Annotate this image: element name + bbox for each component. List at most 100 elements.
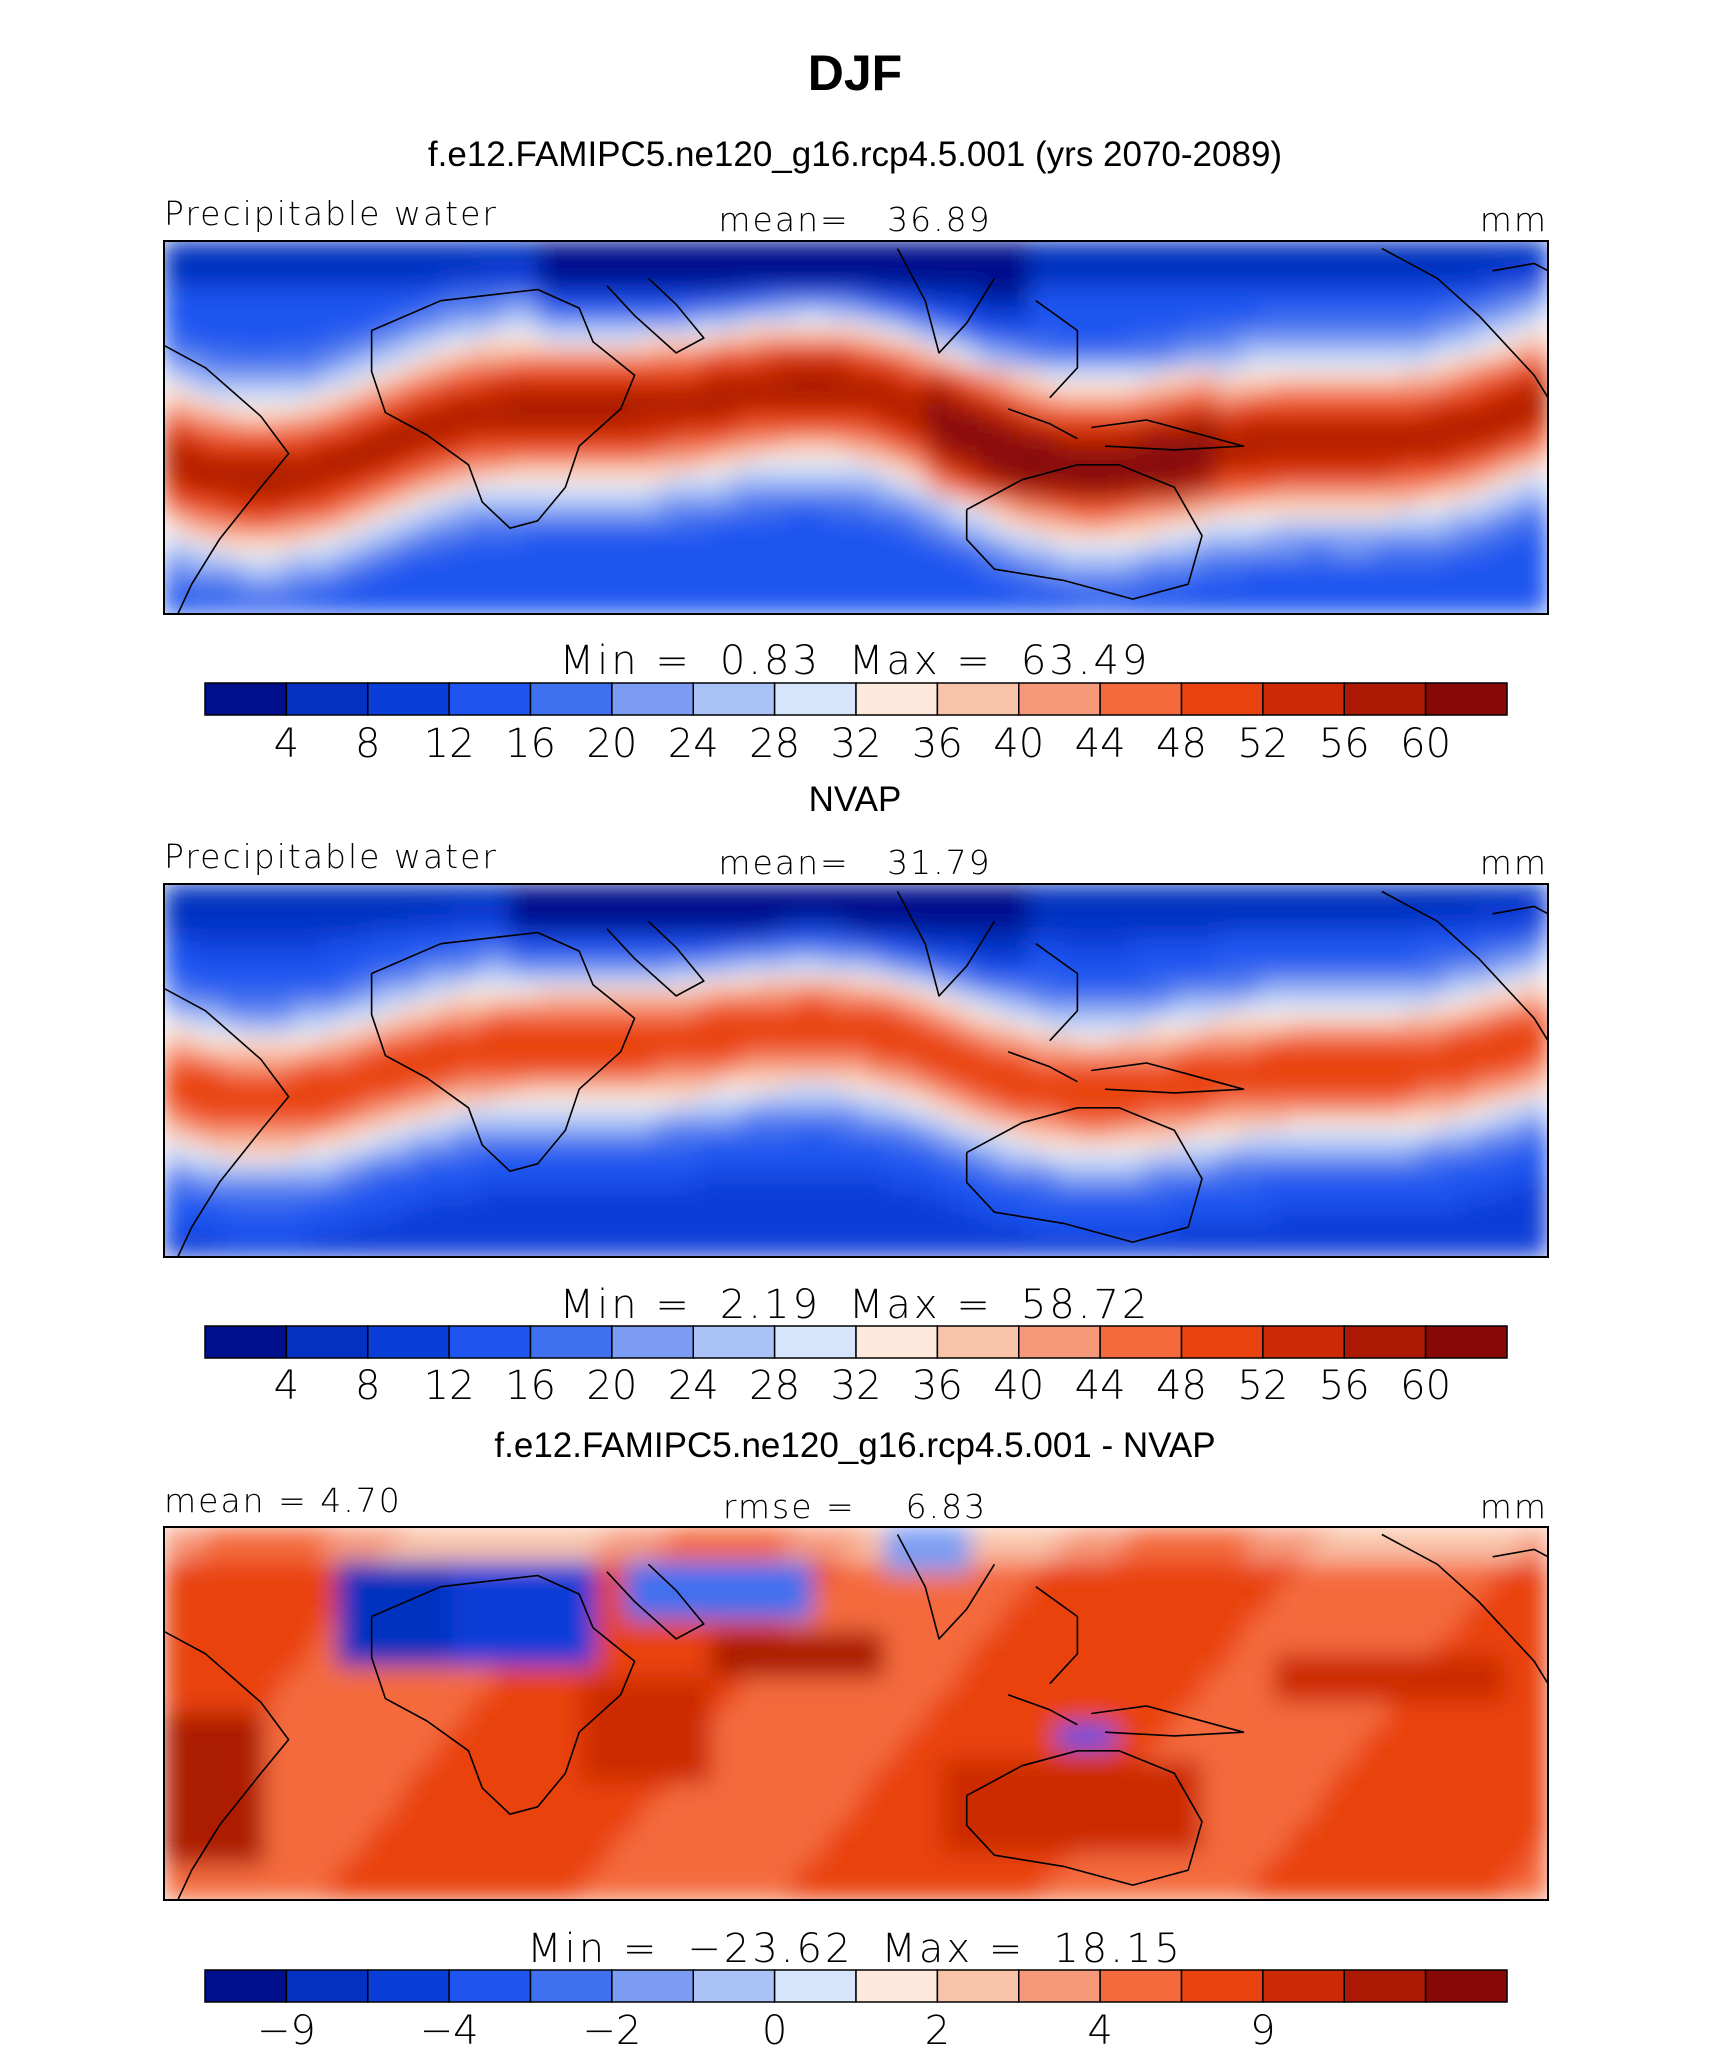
field-cell bbox=[365, 415, 381, 428]
field-cell bbox=[1331, 462, 1347, 475]
field-cell bbox=[1345, 427, 1362, 440]
field-cell bbox=[408, 322, 424, 335]
field-cell bbox=[1115, 1081, 1131, 1095]
field-cell bbox=[293, 1081, 309, 1095]
field-cell bbox=[913, 1035, 929, 1048]
field-cell bbox=[1533, 566, 1548, 580]
field-cell bbox=[552, 427, 569, 440]
field-cell bbox=[610, 555, 626, 568]
field-cell bbox=[177, 241, 194, 254]
center-label: mean= 36.89 bbox=[718, 200, 991, 239]
field-cell bbox=[1115, 520, 1131, 533]
colorbar-tick-label: 20 bbox=[586, 721, 637, 767]
field-cell bbox=[783, 566, 799, 580]
field-cell bbox=[884, 241, 900, 254]
field-cell bbox=[1115, 976, 1131, 990]
field-cell bbox=[1489, 427, 1506, 440]
field-cell bbox=[278, 298, 295, 312]
field-cell bbox=[221, 884, 237, 897]
field-cell bbox=[769, 252, 785, 265]
field-cell bbox=[1316, 1035, 1333, 1048]
field-cell bbox=[1244, 941, 1261, 955]
field-cell bbox=[379, 1093, 396, 1106]
field-cell bbox=[350, 1011, 367, 1025]
field-cell bbox=[1042, 241, 1059, 254]
field-cell bbox=[466, 241, 482, 254]
field-cell bbox=[1316, 345, 1333, 359]
field-cell bbox=[1489, 578, 1506, 592]
field-cell bbox=[970, 1070, 987, 1083]
field-cell bbox=[812, 965, 828, 978]
field-cell bbox=[235, 1093, 251, 1106]
field-cell bbox=[552, 392, 569, 405]
field-cell bbox=[350, 965, 367, 978]
coastline bbox=[896, 248, 996, 354]
field-cell bbox=[1533, 345, 1548, 359]
field-cell bbox=[1533, 357, 1548, 370]
field-cell bbox=[869, 333, 886, 347]
field-cell bbox=[293, 1093, 309, 1106]
field-cell bbox=[1259, 252, 1275, 265]
field-cell bbox=[812, 473, 828, 487]
field-cell bbox=[250, 953, 266, 967]
field-cell bbox=[1360, 930, 1376, 943]
field-cell bbox=[1403, 1023, 1419, 1037]
field-cell bbox=[1259, 930, 1275, 943]
field-cell bbox=[1345, 252, 1362, 265]
field-cell bbox=[1230, 988, 1246, 1002]
field-cell bbox=[610, 1011, 626, 1025]
field-cell bbox=[1316, 895, 1333, 908]
field-cell bbox=[206, 333, 223, 347]
field-cell bbox=[437, 1070, 453, 1083]
field-cell bbox=[221, 438, 237, 452]
field-cell bbox=[1489, 1023, 1506, 1037]
field-cell bbox=[1215, 322, 1232, 335]
field-cell bbox=[942, 941, 958, 955]
field-cell bbox=[942, 1070, 958, 1083]
field-cell bbox=[192, 1058, 208, 1071]
field-cell bbox=[725, 566, 742, 580]
field-cell bbox=[336, 1000, 352, 1013]
field-cell bbox=[1403, 345, 1419, 359]
field-cell bbox=[480, 357, 497, 370]
field-cell bbox=[192, 380, 208, 394]
field-cell bbox=[985, 496, 1001, 510]
field-cell bbox=[567, 884, 583, 897]
field-cell bbox=[1158, 1000, 1174, 1013]
field-cell bbox=[264, 1093, 280, 1106]
field-cell bbox=[884, 520, 900, 533]
field-cell bbox=[855, 473, 871, 487]
field-cell bbox=[1215, 543, 1232, 557]
field-cell bbox=[855, 976, 871, 990]
field-cell bbox=[278, 287, 295, 300]
field-cell bbox=[322, 906, 338, 920]
field-cell bbox=[783, 520, 799, 533]
field-cell bbox=[307, 884, 324, 897]
field-cell bbox=[1446, 392, 1462, 405]
field-cell bbox=[639, 333, 655, 347]
field-cell bbox=[552, 1093, 569, 1106]
field-cell bbox=[278, 427, 295, 440]
field-cell bbox=[1028, 357, 1044, 370]
field-cell bbox=[869, 543, 886, 557]
field-cell bbox=[1071, 884, 1088, 897]
field-cell bbox=[552, 415, 569, 428]
field-cell bbox=[1259, 333, 1275, 347]
field-cell bbox=[1273, 566, 1289, 580]
field-cell bbox=[898, 392, 915, 405]
field-cell bbox=[250, 241, 266, 254]
field-cell bbox=[1014, 965, 1030, 978]
field-cell bbox=[1518, 427, 1535, 440]
field-cell bbox=[264, 508, 280, 522]
field-cell bbox=[1489, 531, 1506, 545]
field-cell bbox=[725, 403, 742, 417]
field-cell bbox=[1518, 1046, 1535, 1060]
field-cell bbox=[1129, 1011, 1145, 1025]
field-cell bbox=[956, 566, 972, 580]
field-cell bbox=[898, 590, 915, 603]
field-cell bbox=[985, 368, 1001, 382]
field-cell bbox=[1432, 462, 1448, 475]
field-cell bbox=[322, 941, 338, 955]
field-cell bbox=[379, 988, 396, 1002]
field-cell bbox=[1316, 918, 1333, 932]
